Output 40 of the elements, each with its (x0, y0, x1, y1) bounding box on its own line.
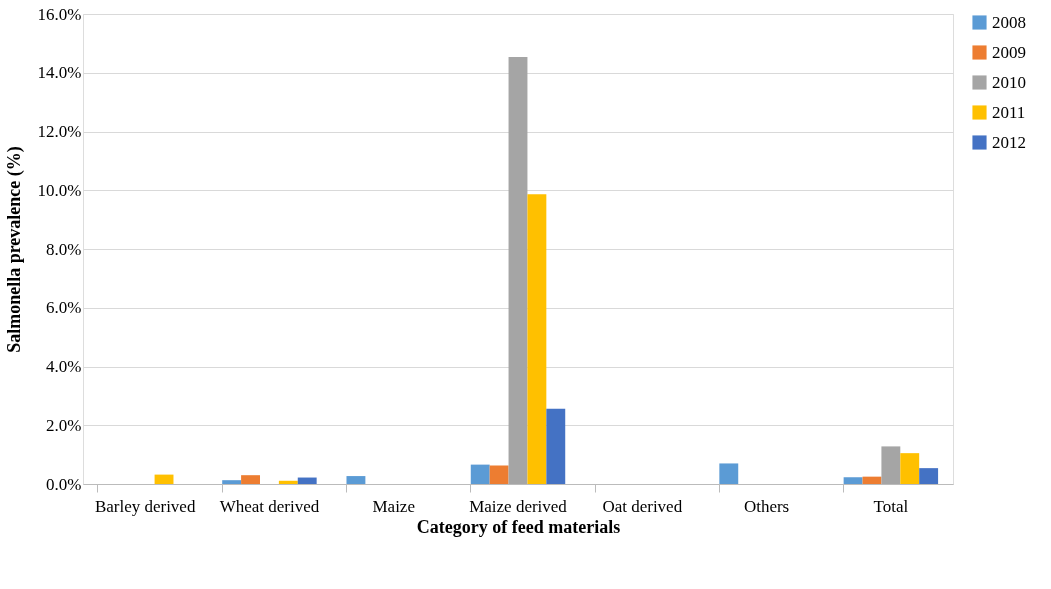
bar (297, 477, 317, 484)
x-tick-label: Maize derived (469, 496, 568, 516)
x-tick-label: Total (873, 496, 909, 516)
x-tick-label: Oat derived (602, 496, 683, 516)
bar (546, 408, 566, 484)
legend-label: 2011 (992, 102, 1026, 122)
bar (881, 446, 901, 484)
bar (843, 477, 863, 484)
bar (154, 474, 174, 484)
x-tick-label: Others (743, 496, 790, 516)
bar (470, 464, 490, 484)
bar (346, 476, 366, 484)
legend-label: 2012 (992, 132, 1026, 152)
bar (508, 56, 528, 484)
y-tick-label: 4.0% (46, 357, 82, 376)
x-tick-label: Maize (372, 496, 415, 516)
bar (241, 475, 260, 484)
y-tick-label: 14.0% (37, 63, 82, 83)
bar (527, 194, 547, 484)
bar (719, 463, 739, 484)
y-tick-label: 16.0% (37, 4, 82, 24)
bar (278, 480, 298, 484)
bar (862, 476, 882, 484)
y-tick-label: 6.0% (46, 298, 82, 318)
legend-label: 2009 (992, 42, 1026, 62)
y-tick-label: 0.0% (46, 474, 82, 494)
y-tick-label: 10.0% (37, 180, 82, 200)
bar (222, 480, 242, 484)
x-axis-title: Category of feed materials (416, 516, 621, 537)
y-tick-label: 12.0% (37, 122, 82, 141)
bar (489, 465, 509, 484)
y-tick-label: 2.0% (46, 415, 82, 435)
legend-label: 2008 (992, 12, 1026, 32)
legend-label: 2010 (992, 72, 1026, 92)
bar (900, 453, 920, 484)
y-tick-label: 8.0% (46, 239, 82, 259)
bar (919, 468, 939, 484)
x-tick-label: Wheat derived (219, 496, 320, 516)
x-tick-label: Barley derived (94, 496, 196, 516)
y-axis-title: Salmonella prevalence (%) (3, 146, 25, 353)
